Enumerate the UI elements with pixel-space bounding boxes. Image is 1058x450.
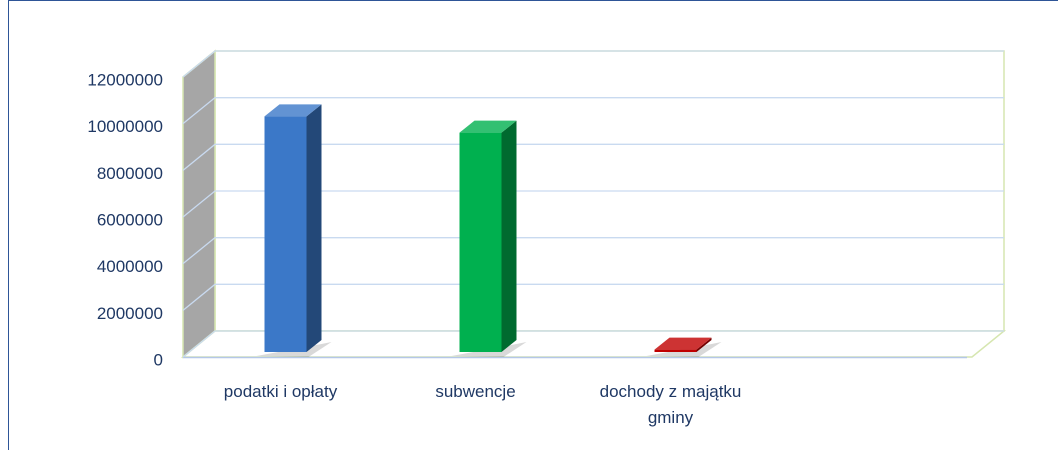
- bar-side: [306, 104, 322, 352]
- y-tick-label: 10000000: [87, 117, 163, 136]
- grid-line: [182, 190, 1004, 218]
- bar-top: [654, 337, 712, 350]
- bar-front: [654, 349, 697, 352]
- grid-line: [182, 50, 1004, 78]
- y-tick-label: 8000000: [97, 164, 163, 183]
- bar-front: [264, 116, 307, 352]
- bar-front: [459, 132, 502, 352]
- bar: [646, 337, 722, 357]
- y-tick-label: 12000000: [87, 70, 163, 89]
- x-tick-label: podatki i opłaty: [223, 382, 338, 401]
- bar-side: [501, 120, 517, 353]
- y-tick-label: 0: [154, 350, 163, 369]
- bar-top: [264, 104, 322, 117]
- grid-line: [182, 143, 1004, 171]
- bar: [451, 120, 527, 357]
- y-tick-label: 4000000: [97, 257, 163, 276]
- x-tick-label: dochody z majątku gminy: [599, 382, 742, 427]
- bar-side: [696, 337, 712, 352]
- grid-line: [182, 237, 1004, 265]
- bar: [256, 104, 332, 357]
- y-tick-label: 2000000: [97, 304, 163, 323]
- bar-top: [459, 120, 517, 133]
- y-tick-label: 6000000: [97, 210, 163, 229]
- grid-line: [182, 283, 1004, 311]
- grid-line: [182, 330, 1004, 358]
- x-tick-label: subwencje: [435, 382, 516, 401]
- grid-line: [182, 97, 1004, 125]
